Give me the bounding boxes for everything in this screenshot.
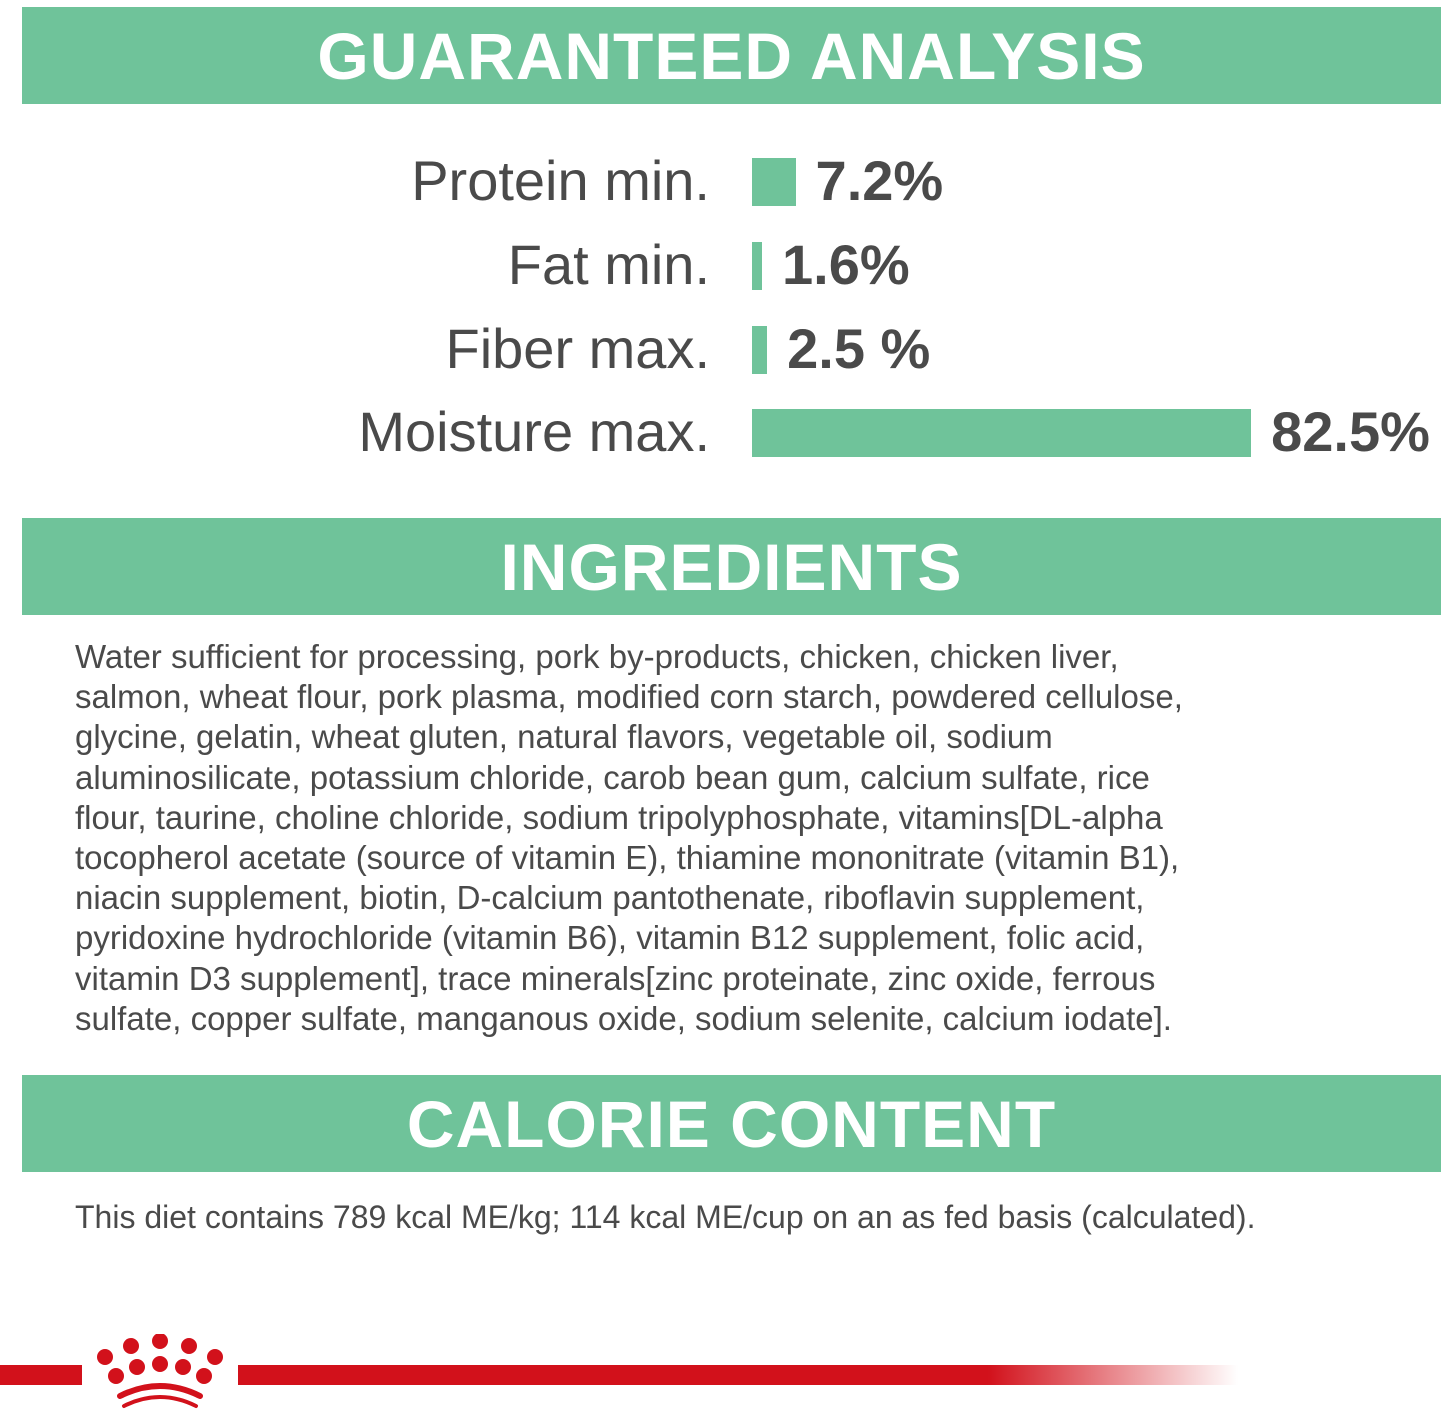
nutrient-value: 1.6% xyxy=(782,233,910,296)
ingredients-line: pyridoxine hydrochloride (vitamin B6), v… xyxy=(75,919,1145,957)
nutrient-bar xyxy=(752,242,762,290)
guaranteed-analysis-header: GUARANTEED ANALYSIS xyxy=(22,7,1441,104)
analysis-row: Moisture max. 82.5% xyxy=(0,397,1445,467)
ingredients-line: sulfate, copper sulfate, manganous oxide… xyxy=(75,999,1172,1037)
calorie-content-header: CALORIE CONTENT xyxy=(22,1075,1441,1172)
analysis-row: Protein min. 7.2% xyxy=(0,146,1445,216)
nutrient-label: Moisture max. xyxy=(358,400,710,463)
ingredients-line: glycine, gelatin, wheat gluten, natural … xyxy=(75,718,1053,756)
nutrient-value: 82.5% xyxy=(1271,400,1430,463)
brand-stripe-left xyxy=(0,1365,82,1385)
ingredients-header: INGREDIENTS xyxy=(22,518,1441,615)
nutrient-label: Fiber max. xyxy=(445,317,711,380)
ingredients-line: salmon, wheat flour, pork plasma, modifi… xyxy=(75,678,1183,716)
nutrient-bar xyxy=(752,326,768,374)
calorie-text: This diet contains 789 kcal ME/kg; 114 k… xyxy=(75,1199,1256,1235)
ingredients-line: niacin supplement, biotin, D-calcium pan… xyxy=(75,879,1145,917)
ingredients-line: Water sufficient for processing, pork by… xyxy=(75,638,1119,675)
analysis-row: Fat min. 1.6% xyxy=(0,230,1445,300)
nutrient-value: 7.2% xyxy=(815,149,944,212)
royal-canin-crown-icon xyxy=(97,1334,223,1408)
ingredients-line: aluminosilicate, potassium chloride, car… xyxy=(75,758,1150,796)
section-title: GUARANTEED ANALYSIS xyxy=(317,18,1146,93)
nutrient-label: Protein min. xyxy=(411,149,710,212)
section-title: CALORIE CONTENT xyxy=(406,1086,1057,1161)
brand-stripe-right xyxy=(238,1365,1238,1385)
section-title: INGREDIENTS xyxy=(500,529,963,604)
ingredients-line: flour, taurine, choline chloride, sodium… xyxy=(75,798,1163,836)
ingredients-text: Water sufficient for processing, pork by… xyxy=(75,637,1183,1039)
nutrient-value: 2.5 % xyxy=(787,317,931,380)
ingredients-line: vitamin D3 supplement], trace minerals[z… xyxy=(75,959,1156,997)
nutrient-bar xyxy=(752,409,1252,457)
analysis-row: Fiber max. 2.5 % xyxy=(0,314,1445,384)
ingredients-line: tocopherol acetate (source of vitamin E)… xyxy=(75,839,1180,877)
nutrient-label: Fat min. xyxy=(507,233,710,296)
nutrient-bar xyxy=(752,158,796,206)
